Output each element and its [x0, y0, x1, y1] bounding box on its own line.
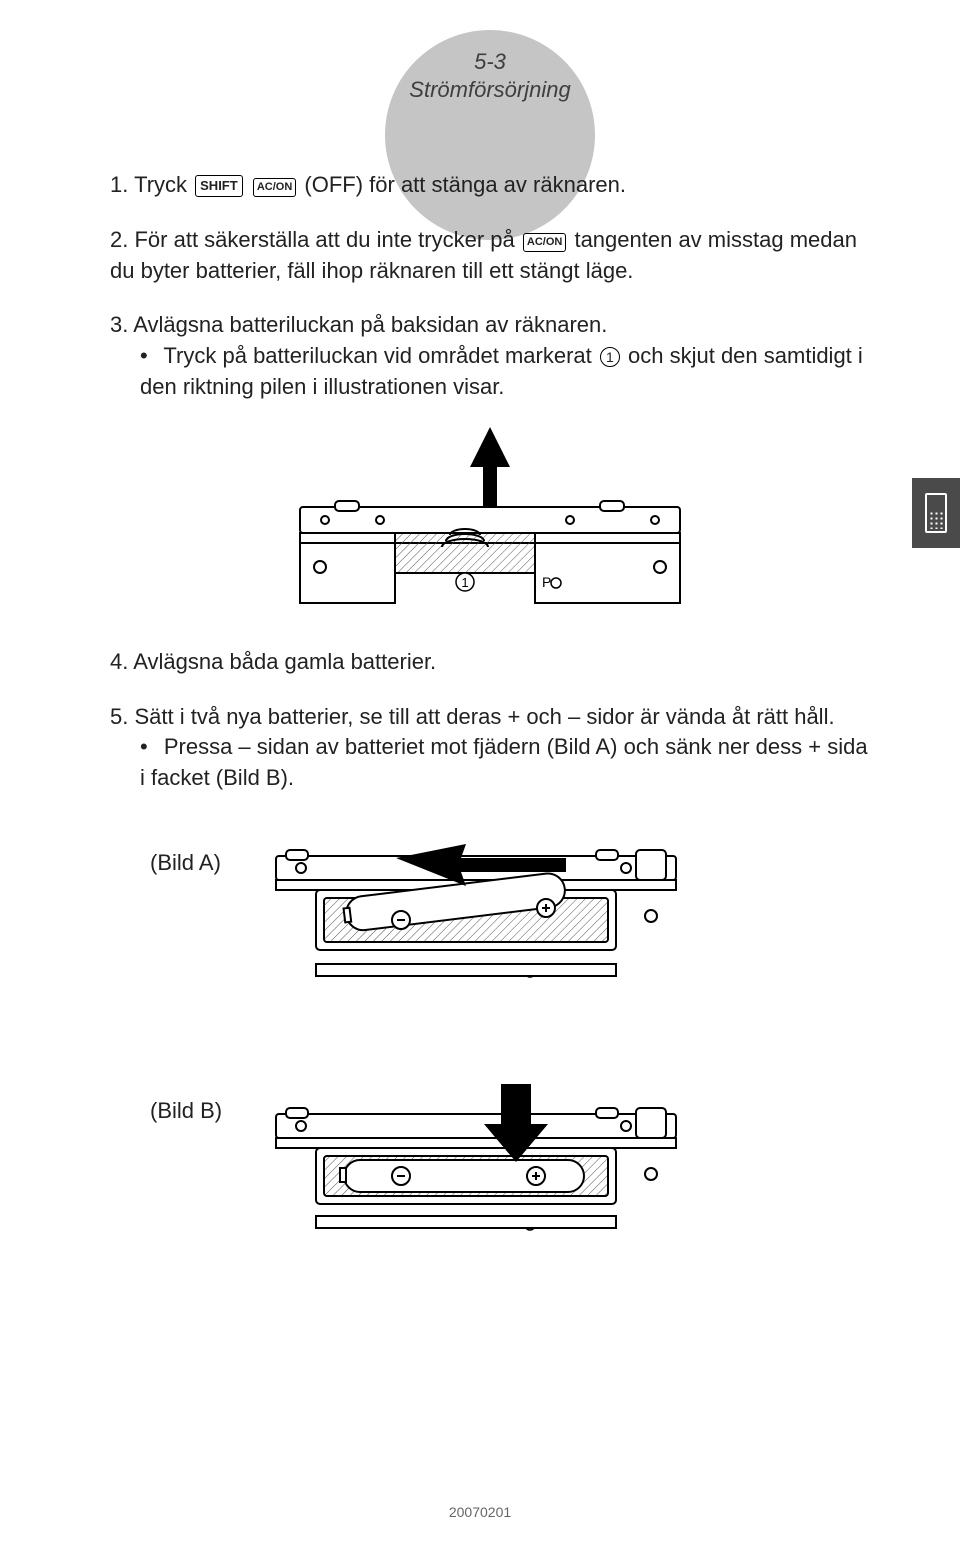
illustration-remove-cover: 1 P [280, 427, 700, 617]
step-3-sub-pre: Tryck på batteriluckan vid området marke… [163, 343, 597, 368]
step-5-sub-text: Pressa – sidan av batteriet mot fjädern … [140, 734, 868, 790]
step-3-sub: Tryck på batteriluckan vid området marke… [110, 341, 870, 403]
header: 5-3 Strömförsörjning [110, 30, 870, 150]
step-5-text: Sätt i två nya batterier, se till att de… [134, 704, 834, 729]
step-1-num: 1. [110, 172, 128, 197]
label-bild-b: (Bild B) [150, 1096, 260, 1127]
key-shift: SHIFT [195, 175, 243, 197]
key-ac-on-2: AC/ON [523, 233, 566, 252]
section-title: Strömförsörjning [409, 76, 570, 104]
label-bild-a: (Bild A) [150, 848, 260, 879]
svg-text:P: P [542, 574, 551, 590]
illustration-bild-a: P [266, 836, 686, 1006]
step-4: 4. Avlägsna båda gamla batterier. [110, 647, 870, 678]
step-1-pre: Tryck [134, 172, 193, 197]
step-4-num: 4. [110, 649, 128, 674]
figure-a-row: (Bild A) [150, 818, 870, 1036]
step-2-pre: För att säkerställa att du inte trycker … [134, 227, 520, 252]
illus-circled-1: 1 [461, 575, 468, 590]
figure-b-row: (Bild B) [150, 1066, 870, 1284]
content: 1. Tryck SHIFT AC/ON (OFF) för att stäng… [110, 170, 870, 1284]
step-5-sub: Pressa – sidan av batteriet mot fjädern … [110, 732, 870, 794]
step-3-text: Avlägsna batteriluckan på baksidan av rä… [133, 312, 607, 337]
footer-code: 20070201 [449, 1504, 511, 1520]
page: 5-3 Strömförsörjning 1. Tryck SHIFT AC/O… [0, 0, 960, 1546]
step-2: 2. För att säkerställa att du inte tryck… [110, 225, 870, 287]
step-3-num: 3. [110, 312, 128, 337]
illustration-bild-b: P [266, 1084, 686, 1254]
section-number: 5-3 [409, 48, 570, 76]
step-5: 5. Sätt i två nya batterier, se till att… [110, 702, 870, 794]
step-1-post: (OFF) för att stänga av räknaren. [304, 172, 626, 197]
step-5-num: 5. [110, 704, 128, 729]
step-3: 3. Avlägsna batteriluckan på baksidan av… [110, 310, 870, 402]
key-ac-on: AC/ON [253, 178, 296, 197]
step-1: 1. Tryck SHIFT AC/ON (OFF) för att stäng… [110, 170, 870, 201]
step-2-num: 2. [110, 227, 128, 252]
circled-1: 1 [600, 347, 620, 367]
step-4-text: Avlägsna båda gamla batterier. [133, 649, 436, 674]
